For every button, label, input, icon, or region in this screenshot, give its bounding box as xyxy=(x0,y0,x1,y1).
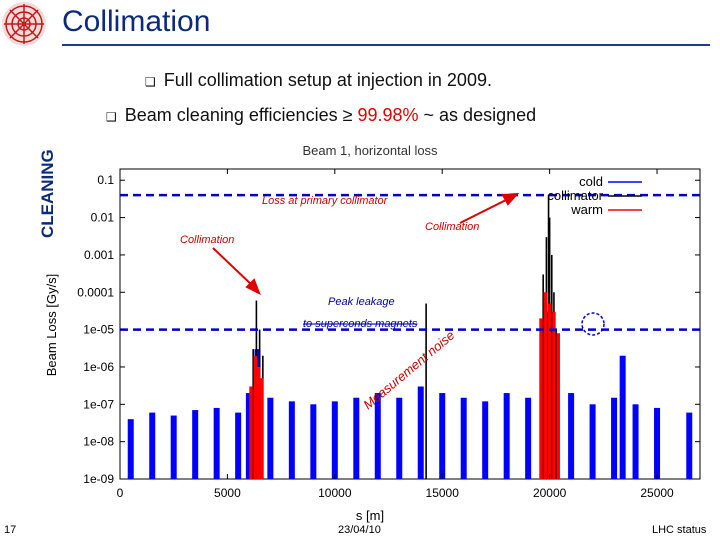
bar-cold xyxy=(374,393,381,479)
bar-collimator xyxy=(550,254,553,479)
bar-cold xyxy=(619,355,626,479)
bar-warm xyxy=(543,292,548,479)
legend-label-cold: cold xyxy=(579,174,603,189)
footer-date: 23/04/10 xyxy=(338,524,381,536)
y-tick-label: 0.01 xyxy=(91,211,115,225)
bar-warm xyxy=(556,333,560,479)
x-axis-label: s [m] xyxy=(356,508,384,523)
bar-cold xyxy=(568,393,575,479)
x-tick-label: 15000 xyxy=(426,486,460,500)
cern-logo-icon xyxy=(2,2,46,46)
arrowhead-right xyxy=(501,192,520,206)
bar-cold xyxy=(396,397,403,479)
y-tick-label: 1e-06 xyxy=(83,360,114,374)
annotation-collimation-right: Collimation xyxy=(425,221,479,233)
bullet-highlight: 99.98% xyxy=(357,105,419,125)
bar-cold xyxy=(525,397,532,479)
footer-title: LHC status xyxy=(652,524,707,536)
bar-warm xyxy=(547,303,552,479)
loss-bars xyxy=(127,195,693,479)
bar-warm xyxy=(260,378,264,479)
x-tick-label: 10000 xyxy=(318,486,352,500)
arrow-to-collimation-left xyxy=(212,247,255,288)
y-tick-label: 0.001 xyxy=(84,248,114,262)
plot-frame xyxy=(119,168,701,480)
bar-warm xyxy=(539,318,543,479)
x-tick-label: 0 xyxy=(117,486,124,500)
bar-cold xyxy=(192,410,199,479)
bar-collimator xyxy=(555,329,557,479)
reference-lines xyxy=(120,193,700,331)
bar-cold xyxy=(439,393,446,479)
bar-cold xyxy=(267,397,274,479)
annotation-peak-leakage: Peak leakage xyxy=(328,296,395,308)
chart-title: Beam 1, horizontal loss xyxy=(302,143,438,158)
bar-warm xyxy=(249,386,253,479)
y-tick-label: 1e-08 xyxy=(83,435,114,449)
page-title: Collimation xyxy=(62,5,211,38)
bar-cold xyxy=(170,415,177,479)
bullet-cleaning-efficiency: ❑ Beam cleaning efficiencies ≥ 99.98% ~ … xyxy=(106,105,536,126)
bar-collimator xyxy=(252,349,254,479)
annotation-superconds-magnets: to superconds magnets xyxy=(303,318,418,330)
y-tick-label: 1e-05 xyxy=(83,323,114,337)
title-underline xyxy=(62,44,710,46)
bar-cold xyxy=(460,397,467,479)
highlight-circle xyxy=(581,312,605,336)
x-axis-ticks: 0 5000 10000 15000 20000 25000 xyxy=(117,169,674,500)
page-number: 17 xyxy=(4,524,17,536)
arrow-to-collimation-right xyxy=(459,197,511,224)
bullet-marker-icon: ❑ xyxy=(106,110,117,124)
bar-cold xyxy=(353,397,360,479)
bullet-text-tail: ~ as designed xyxy=(418,105,537,125)
arrowhead-left xyxy=(245,278,261,296)
bar-collimator xyxy=(425,303,427,479)
bar-cold xyxy=(589,404,596,479)
bullet-text: Beam cleaning efficiencies ≥ xyxy=(124,105,358,125)
bar-cold xyxy=(417,386,424,479)
y-tick-label: 1e-09 xyxy=(83,472,114,486)
x-tick-label: 5000 xyxy=(214,486,241,500)
x-tick-label: 20000 xyxy=(533,486,567,500)
bar-cold xyxy=(213,407,220,479)
bar-cold xyxy=(288,401,295,479)
legend-label-collimator: collimator xyxy=(547,188,603,203)
x-tick-label: 25000 xyxy=(640,486,674,500)
y-axis-label: Beam Loss [Gy/s] xyxy=(44,274,59,377)
bar-cold xyxy=(127,419,134,479)
bullet-marker-icon: ❑ xyxy=(145,75,156,89)
bar-cold xyxy=(632,404,639,479)
bar-cold xyxy=(611,397,618,479)
beam-loss-chart: Beam 1, horizontal loss 1e-091e-081e-071… xyxy=(44,143,701,523)
bar-cold xyxy=(482,401,489,479)
bullet-collimation-setup: ❑ Full collimation setup at injection in… xyxy=(145,70,492,91)
legend-label-warm: warm xyxy=(570,202,603,217)
bar-cold xyxy=(686,412,693,479)
bar-warm xyxy=(256,366,261,479)
bar-collimator xyxy=(542,274,544,479)
y-tick-label: 0.1 xyxy=(97,173,114,187)
bar-cold xyxy=(331,401,338,479)
bar-cold xyxy=(654,407,661,479)
bar-cold xyxy=(310,404,317,479)
bar-warm xyxy=(253,355,258,479)
y-axis-ticks: 1e-09 1e-08 1e-07 1e-06 1e-05 0.0001 0.001 0.01… xyxy=(77,173,700,486)
bar-cold xyxy=(245,393,252,479)
y-tick-label: 0.0001 xyxy=(77,285,114,299)
chart-legend: cold collimator warm xyxy=(547,174,642,217)
annotation-arrows xyxy=(212,192,520,296)
bar-cold xyxy=(503,393,510,479)
y-tick-label: 1e-07 xyxy=(83,397,114,411)
bar-warm xyxy=(552,311,556,479)
bar-cold xyxy=(235,412,242,479)
bar-cold xyxy=(149,412,156,479)
annotation-loss-at-primary: Loss at primary collimator xyxy=(262,195,389,207)
bullet-text: Full collimation setup at injection in 2… xyxy=(163,70,492,90)
annotation-collimation-left: Collimation xyxy=(180,234,234,246)
